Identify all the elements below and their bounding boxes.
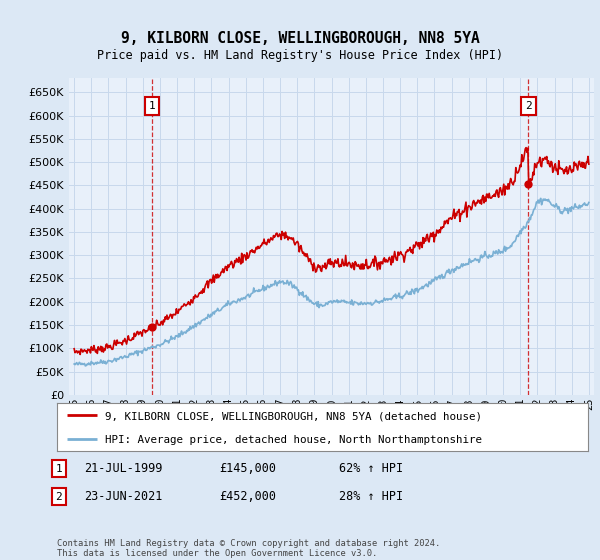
Text: 1: 1 (149, 101, 155, 111)
Text: 1: 1 (55, 464, 62, 474)
Text: Contains HM Land Registry data © Crown copyright and database right 2024.
This d: Contains HM Land Registry data © Crown c… (57, 539, 440, 558)
Text: 2: 2 (55, 492, 62, 502)
Text: Price paid vs. HM Land Registry's House Price Index (HPI): Price paid vs. HM Land Registry's House … (97, 49, 503, 62)
Text: 9, KILBORN CLOSE, WELLINGBOROUGH, NN8 5YA (detached house): 9, KILBORN CLOSE, WELLINGBOROUGH, NN8 5Y… (105, 411, 482, 421)
Text: £145,000: £145,000 (219, 462, 276, 475)
Text: 9, KILBORN CLOSE, WELLINGBOROUGH, NN8 5YA: 9, KILBORN CLOSE, WELLINGBOROUGH, NN8 5Y… (121, 31, 479, 46)
Text: 21-JUL-1999: 21-JUL-1999 (84, 462, 163, 475)
Text: 62% ↑ HPI: 62% ↑ HPI (339, 462, 403, 475)
Text: 23-JUN-2021: 23-JUN-2021 (84, 490, 163, 503)
Text: 28% ↑ HPI: 28% ↑ HPI (339, 490, 403, 503)
Text: HPI: Average price, detached house, North Northamptonshire: HPI: Average price, detached house, Nort… (105, 435, 482, 445)
Text: 2: 2 (525, 101, 532, 111)
Text: £452,000: £452,000 (219, 490, 276, 503)
